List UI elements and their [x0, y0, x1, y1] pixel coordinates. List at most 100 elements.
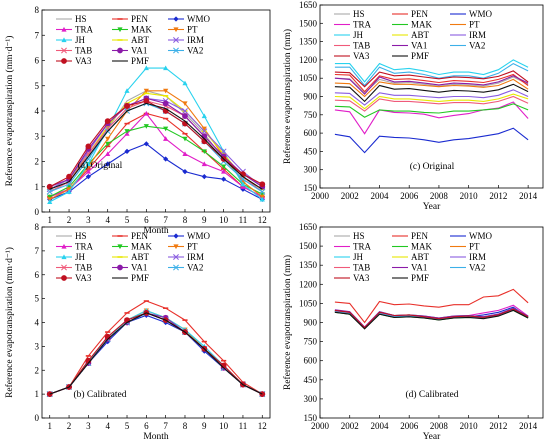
- y-tick-label: 4: [35, 318, 40, 328]
- x-tick-label: 2006: [400, 191, 419, 201]
- data-point: [259, 181, 266, 188]
- legend-label: JH: [75, 252, 86, 262]
- series-line: [334, 308, 529, 329]
- legend-label: MAK: [131, 25, 153, 35]
- y-tick-label: 0: [35, 413, 40, 423]
- y-tick-label: 8: [35, 5, 40, 15]
- legend-label: PMF: [411, 273, 429, 283]
- series-line: [49, 314, 263, 395]
- legend-label: PEN: [411, 231, 429, 241]
- series-va3: [334, 308, 529, 329]
- x-tick-label: 2002: [341, 191, 359, 201]
- series-wmo: [47, 312, 265, 397]
- series-line: [49, 310, 263, 395]
- legend-label: PT: [469, 242, 480, 252]
- series-line: [49, 143, 263, 200]
- panel-caption: (a) Original: [78, 160, 123, 171]
- series-line: [334, 127, 529, 154]
- series-line: [334, 70, 529, 88]
- x-tick-label: 7: [163, 215, 168, 225]
- y-tick-label: 750: [304, 110, 318, 120]
- legend-marker: [117, 264, 123, 271]
- series-line: [49, 97, 263, 190]
- y-tick-label: 1200: [299, 279, 318, 289]
- series-line: [49, 310, 263, 395]
- legend-label: ABT: [131, 252, 150, 262]
- legend-label: VA2: [187, 263, 203, 273]
- data-point: [143, 65, 149, 71]
- y-tick-label: 1650: [299, 0, 318, 10]
- legend-label: TRA: [353, 242, 372, 252]
- series-irm: [334, 89, 529, 106]
- x-tick-label: 5: [125, 215, 130, 225]
- panel-c: 2000 2002 2004 2006 2008 2010 2012 2014 150 300 45…: [282, 0, 544, 212]
- y-tick-label: 1050: [299, 298, 318, 308]
- y-tick-label: 1350: [299, 260, 318, 270]
- series-va1: [334, 75, 529, 95]
- legend-marker: [61, 37, 67, 43]
- series-line: [49, 102, 263, 190]
- data-point: [201, 149, 207, 154]
- legend-label: HS: [353, 231, 365, 241]
- data-point: [66, 173, 72, 180]
- x-tick-label: 2012: [489, 191, 507, 201]
- legend-label: WMO: [187, 14, 210, 24]
- data-point: [105, 161, 111, 167]
- data-point: [201, 161, 207, 167]
- series-pen: [334, 288, 529, 324]
- legend-label: VA3: [353, 51, 370, 61]
- y-axis-label: Reference evapotranspiration (mm): [282, 29, 293, 164]
- x-tick-label: 2010: [460, 421, 479, 431]
- data-point: [182, 101, 188, 107]
- legend-marker: [173, 47, 179, 54]
- series-hs: [49, 312, 263, 395]
- legend-label: ABT: [131, 35, 150, 45]
- panel-d: 2000 2002 2004 2006 2008 2010 2012 2014 150 300 45…: [282, 222, 544, 442]
- data-point: [85, 143, 92, 150]
- series-line: [49, 312, 263, 395]
- legend-label: WMO: [187, 231, 210, 241]
- series-tab: [46, 309, 266, 398]
- legend-marker: [61, 243, 67, 249]
- panel-caption: (b) Calibrated: [73, 389, 126, 400]
- series-line: [49, 312, 263, 395]
- data-point: [163, 126, 169, 132]
- x-tick-label: 3: [86, 421, 91, 431]
- series-va2: [46, 309, 266, 398]
- series-pt: [334, 78, 529, 98]
- y-tick-label: 4: [35, 106, 40, 116]
- data-point: [105, 141, 111, 147]
- legend-label: VA2: [469, 263, 485, 273]
- series-tra: [47, 110, 265, 199]
- x-tick-label: 2: [67, 421, 72, 431]
- x-tick-label: 5: [125, 421, 130, 431]
- data-point: [105, 136, 111, 142]
- x-axis-label: Year: [423, 432, 441, 439]
- legend-label: JH: [75, 35, 86, 45]
- series-line: [334, 288, 529, 324]
- data-point: [143, 110, 149, 116]
- legend-label: VA3: [75, 273, 92, 283]
- data-point: [46, 188, 53, 195]
- legend-label: VA1: [411, 41, 427, 51]
- legend-marker: [117, 244, 123, 250]
- legend-label: PMF: [411, 51, 429, 61]
- data-point: [47, 199, 53, 204]
- series-abt: [47, 312, 265, 395]
- data-point: [85, 161, 91, 167]
- y-tick-label: 1500: [299, 18, 318, 28]
- data-point: [182, 113, 188, 119]
- data-point: [163, 156, 169, 162]
- legend-label: HS: [75, 14, 87, 24]
- data-point: [124, 129, 130, 134]
- legend-label: JH: [353, 30, 364, 40]
- data-point: [221, 169, 227, 174]
- series-line: [49, 312, 263, 395]
- y-axis-label: Reference evapotranspiration (mm): [282, 255, 293, 390]
- legend-marker: [117, 27, 123, 33]
- legend-marker: [61, 47, 67, 54]
- legend-marker: [173, 244, 179, 250]
- series-line: [334, 83, 529, 103]
- y-tick-label: 7: [35, 246, 40, 256]
